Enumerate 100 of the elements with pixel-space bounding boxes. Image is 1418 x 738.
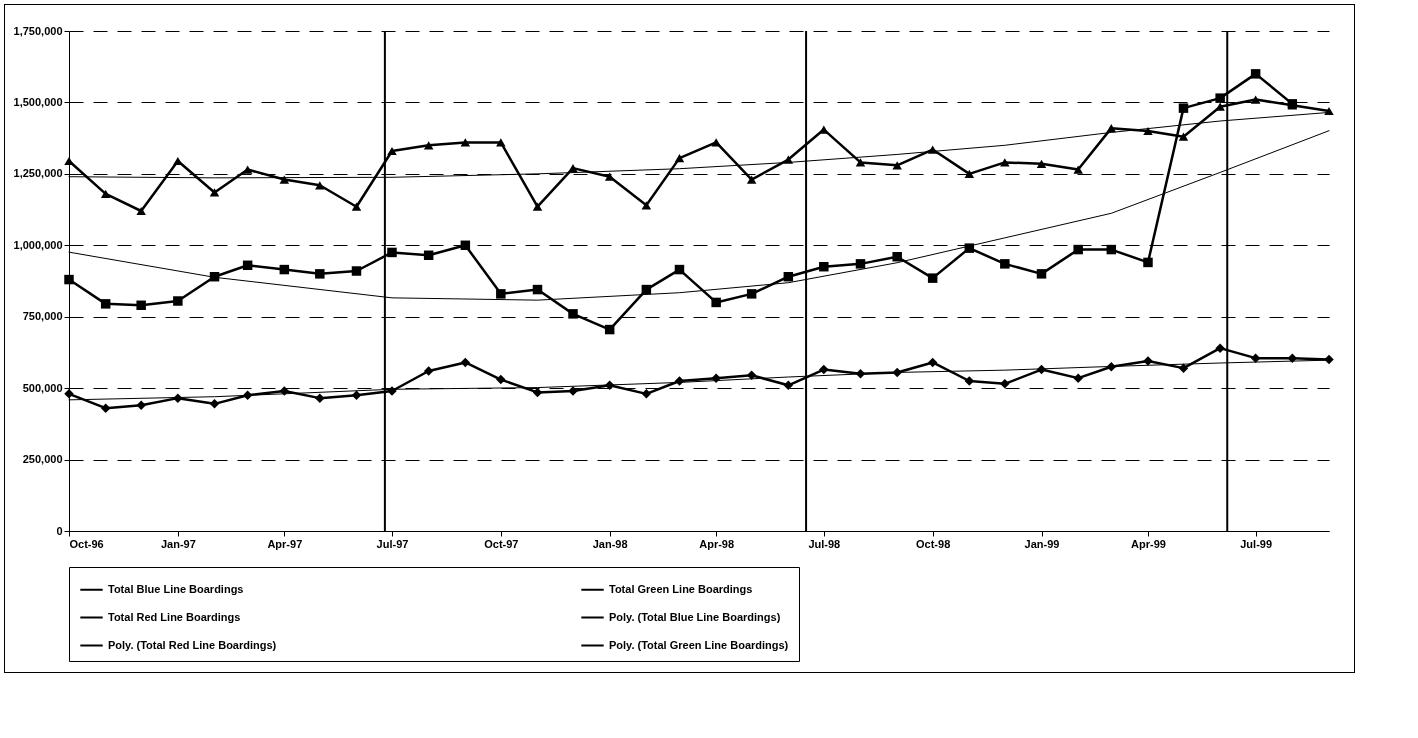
point [1178, 363, 1189, 373]
point [674, 154, 685, 163]
point [64, 274, 74, 285]
legend-label: Total Blue Line Boardings [108, 582, 244, 595]
point [136, 300, 146, 311]
point [711, 297, 721, 308]
x-tick-label: Jul-99 [1240, 537, 1273, 550]
point [855, 158, 866, 167]
point [387, 247, 397, 258]
point [242, 165, 253, 174]
x-tick-label: Jan-98 [592, 537, 628, 550]
x-tick-label: Apr-98 [699, 537, 735, 550]
point [1324, 354, 1334, 365]
y-tick-label: 1,250,000 [13, 167, 63, 180]
point [1036, 159, 1047, 168]
point [964, 243, 975, 253]
point [819, 261, 829, 272]
point [892, 161, 902, 170]
point [1000, 379, 1010, 389]
y-tick-label: 1,750,000 [13, 24, 63, 37]
point [315, 393, 325, 403]
y-tick-label: 750,000 [22, 310, 63, 323]
point [315, 181, 325, 190]
point [1036, 269, 1047, 279]
point [674, 264, 685, 275]
y-tick-label: 500,000 [22, 381, 63, 394]
point [1000, 158, 1010, 167]
point [387, 146, 397, 156]
point [964, 169, 975, 178]
point [746, 175, 757, 184]
point [641, 389, 652, 399]
point [783, 380, 794, 391]
point [279, 386, 290, 396]
point [783, 271, 794, 282]
point [209, 271, 220, 282]
point [1250, 69, 1261, 79]
point [1215, 343, 1225, 353]
point [460, 138, 471, 147]
point [855, 369, 866, 379]
point [100, 403, 111, 413]
point [1215, 102, 1225, 111]
point [1106, 124, 1117, 133]
point [1178, 103, 1189, 113]
point [783, 155, 794, 164]
point [1143, 257, 1153, 268]
point [1106, 361, 1117, 372]
point [242, 390, 253, 401]
point [460, 240, 471, 251]
point [568, 309, 578, 319]
point [532, 284, 543, 295]
point [711, 138, 721, 147]
point [641, 284, 652, 295]
point [892, 251, 902, 262]
point [1250, 353, 1261, 363]
point [532, 202, 543, 211]
point [1000, 259, 1010, 269]
point [892, 367, 902, 378]
point [315, 269, 325, 279]
point [351, 390, 362, 401]
legend-label: Total Red Line Boardings [108, 610, 241, 623]
point [819, 364, 829, 375]
point [1143, 126, 1153, 136]
point [568, 164, 578, 173]
point [173, 393, 183, 403]
point [496, 289, 506, 299]
point [641, 201, 652, 210]
point [351, 202, 362, 211]
x-tick-label: Apr-99 [1131, 537, 1166, 550]
point [242, 260, 253, 271]
point [279, 175, 290, 184]
point [1250, 95, 1261, 104]
point [1178, 132, 1189, 141]
point [209, 188, 220, 197]
point [819, 125, 829, 134]
point [674, 376, 685, 386]
point [209, 399, 220, 409]
point [423, 366, 434, 376]
x-tick-label: Oct-96 [69, 537, 104, 550]
y-tick-label: 1,500,000 [13, 95, 63, 108]
point [423, 250, 434, 261]
point [64, 156, 74, 166]
legend-label: Total Green Line Boardings [609, 582, 753, 595]
legend-label: Poly. (Total Blue Line Boardings) [609, 610, 781, 623]
x-tick-label: Jul-98 [808, 537, 841, 550]
x-tick-label: Apr-97 [267, 537, 303, 550]
point [1036, 364, 1047, 375]
y-tick-label: 0 [56, 524, 63, 537]
x-tick-label: Jan-99 [1024, 537, 1060, 550]
point [1073, 373, 1083, 383]
x-tick-label: Jan-97 [160, 537, 196, 550]
point [1106, 244, 1117, 255]
point [855, 259, 866, 269]
point [746, 289, 757, 299]
legend-label: Poly. (Total Red Line Boardings) [108, 638, 277, 651]
point [100, 189, 111, 198]
point [136, 206, 146, 216]
point [173, 296, 183, 306]
point [604, 324, 615, 335]
point [1073, 165, 1083, 174]
point [279, 264, 290, 275]
